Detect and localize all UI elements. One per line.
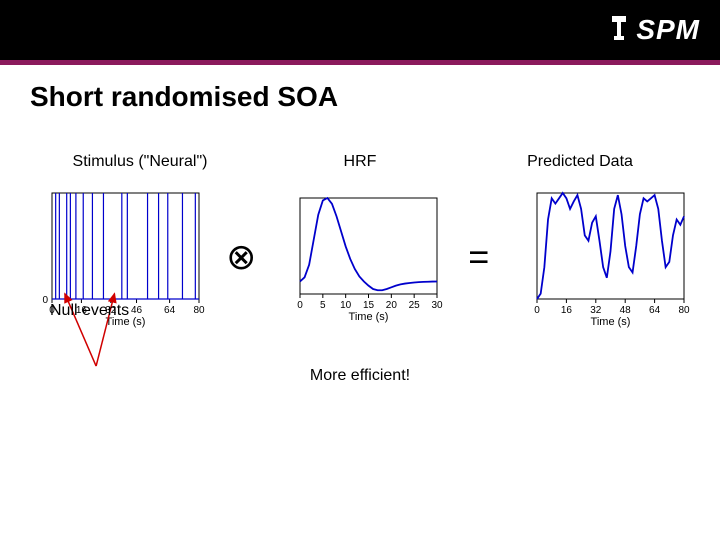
- svg-text:15: 15: [362, 300, 374, 311]
- convolution-operator: ⊗: [221, 236, 261, 278]
- svg-text:80: 80: [193, 305, 205, 316]
- svg-text:5: 5: [320, 300, 326, 311]
- logo-icon: [608, 14, 630, 47]
- column-labels: Stimulus ("Neural") HRF Predicted Data: [30, 153, 690, 171]
- header-bar: SPM: [0, 0, 720, 60]
- slide-title: Short randomised SOA: [30, 81, 690, 113]
- hrf-plot: 0 5 10 15 20 25 30 Time (s): [278, 192, 443, 322]
- svg-text:64: 64: [649, 305, 661, 316]
- svg-text:0: 0: [297, 300, 303, 311]
- svg-text:0: 0: [534, 305, 540, 316]
- svg-text:80: 80: [678, 305, 690, 316]
- svg-text:Time (s): Time (s): [348, 311, 388, 323]
- null-events-label: Null events: [50, 302, 129, 320]
- svg-text:48: 48: [620, 305, 632, 316]
- label-hrf: HRF: [250, 153, 470, 171]
- svg-text:20: 20: [385, 300, 397, 311]
- svg-text:Time (s): Time (s): [591, 316, 631, 328]
- svg-text:30: 30: [431, 300, 443, 311]
- spm-logo: SPM: [608, 10, 700, 50]
- logo-text: SPM: [636, 14, 700, 46]
- svg-text:46: 46: [131, 305, 143, 316]
- more-efficient-text: More efficient!: [30, 367, 690, 385]
- label-stimulus: Stimulus ("Neural"): [30, 153, 250, 171]
- svg-text:64: 64: [164, 305, 176, 316]
- equals-operator: =: [459, 236, 499, 278]
- svg-text:25: 25: [408, 300, 420, 311]
- svg-text:16: 16: [561, 305, 573, 316]
- svg-text:32: 32: [590, 305, 602, 316]
- label-predicted: Predicted Data: [470, 153, 690, 171]
- svg-text:0: 0: [42, 295, 48, 306]
- predicted-plot: 0 16 32 48 64 80 Time (s): [515, 187, 690, 327]
- svg-text:10: 10: [340, 300, 352, 311]
